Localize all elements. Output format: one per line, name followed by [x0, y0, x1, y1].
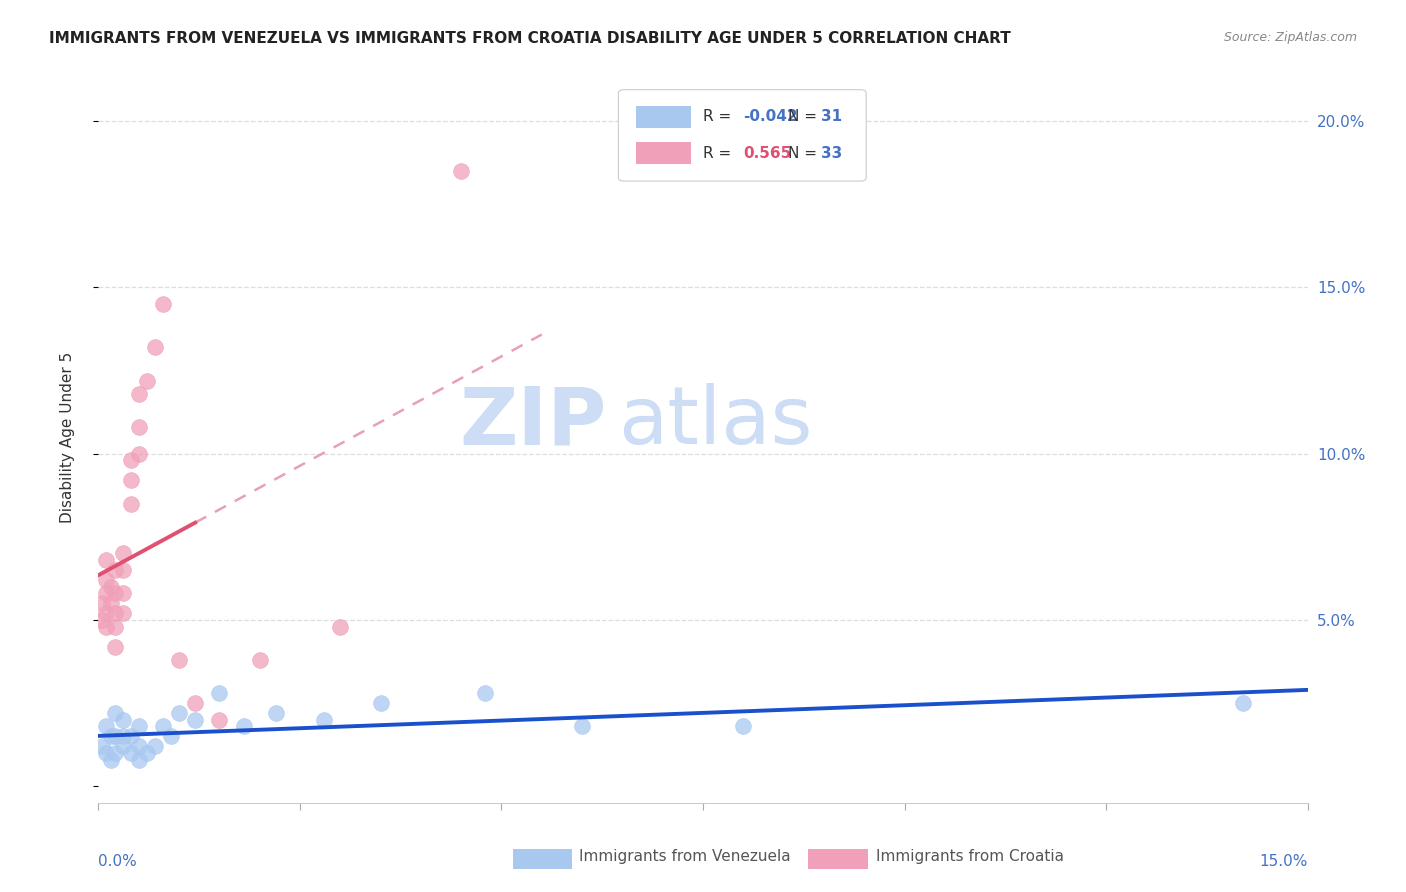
Point	[314, 713, 336, 727]
Point	[96, 573, 118, 587]
Point	[135, 746, 157, 760]
Point	[128, 420, 150, 434]
Point	[571, 719, 593, 733]
Text: 15.0%: 15.0%	[1260, 854, 1308, 869]
Point	[96, 746, 118, 760]
Point	[96, 719, 118, 733]
Point	[100, 753, 122, 767]
Point	[474, 686, 496, 700]
Text: atlas: atlas	[619, 384, 813, 461]
Point	[450, 164, 472, 178]
Point	[100, 596, 122, 610]
Text: R =: R =	[703, 145, 731, 161]
Point	[152, 719, 174, 733]
Point	[91, 613, 114, 627]
Text: 33: 33	[821, 145, 842, 161]
Point	[120, 729, 142, 743]
Point	[128, 447, 150, 461]
Text: 0.0%: 0.0%	[98, 854, 138, 869]
Bar	[637, 106, 690, 128]
Point	[128, 719, 150, 733]
Point	[103, 746, 125, 760]
Text: ZIP: ZIP	[458, 384, 606, 461]
Point	[111, 607, 134, 621]
Point	[111, 713, 134, 727]
Point	[111, 546, 134, 560]
Text: IMMIGRANTS FROM VENEZUELA VS IMMIGRANTS FROM CROATIA DISABILITY AGE UNDER 5 CORR: IMMIGRANTS FROM VENEZUELA VS IMMIGRANTS …	[49, 31, 1011, 46]
Point	[167, 653, 190, 667]
FancyBboxPatch shape	[619, 90, 866, 181]
Text: -0.042: -0.042	[742, 109, 797, 124]
Point	[111, 586, 134, 600]
Point	[128, 753, 150, 767]
Point	[128, 387, 150, 401]
Text: N =: N =	[787, 109, 817, 124]
Point	[184, 713, 207, 727]
Point	[111, 729, 134, 743]
Point	[733, 719, 755, 733]
Point	[152, 297, 174, 311]
Point	[103, 607, 125, 621]
Point	[96, 553, 118, 567]
Bar	[637, 143, 690, 164]
Text: Immigrants from Venezuela: Immigrants from Venezuela	[579, 849, 792, 863]
Point	[370, 696, 392, 710]
Point	[100, 729, 122, 743]
Point	[120, 473, 142, 487]
Point	[103, 563, 125, 577]
Point	[167, 706, 190, 720]
Point	[1232, 696, 1254, 710]
Text: Source: ZipAtlas.com: Source: ZipAtlas.com	[1223, 31, 1357, 45]
Point	[103, 619, 125, 633]
Point	[96, 586, 118, 600]
Point	[111, 739, 134, 754]
Point	[143, 739, 166, 754]
Point	[264, 706, 287, 720]
Point	[135, 374, 157, 388]
Point	[91, 739, 114, 754]
Point	[249, 653, 271, 667]
Y-axis label: Disability Age Under 5: Disability Age Under 5	[60, 351, 75, 523]
Point	[111, 563, 134, 577]
Point	[232, 719, 254, 733]
Text: 31: 31	[821, 109, 842, 124]
Point	[160, 729, 183, 743]
Text: 0.565: 0.565	[742, 145, 792, 161]
Point	[96, 619, 118, 633]
Text: R =: R =	[703, 109, 731, 124]
Point	[103, 640, 125, 654]
Point	[103, 729, 125, 743]
Point	[143, 340, 166, 354]
Text: N =: N =	[787, 145, 817, 161]
Point	[184, 696, 207, 710]
Point	[91, 596, 114, 610]
Point	[120, 746, 142, 760]
Text: Immigrants from Croatia: Immigrants from Croatia	[876, 849, 1064, 863]
Point	[208, 686, 231, 700]
Point	[96, 607, 118, 621]
Point	[120, 453, 142, 467]
Point	[103, 706, 125, 720]
Point	[103, 586, 125, 600]
Point	[100, 580, 122, 594]
Point	[128, 739, 150, 754]
Point	[329, 619, 352, 633]
Point	[120, 497, 142, 511]
Point	[208, 713, 231, 727]
